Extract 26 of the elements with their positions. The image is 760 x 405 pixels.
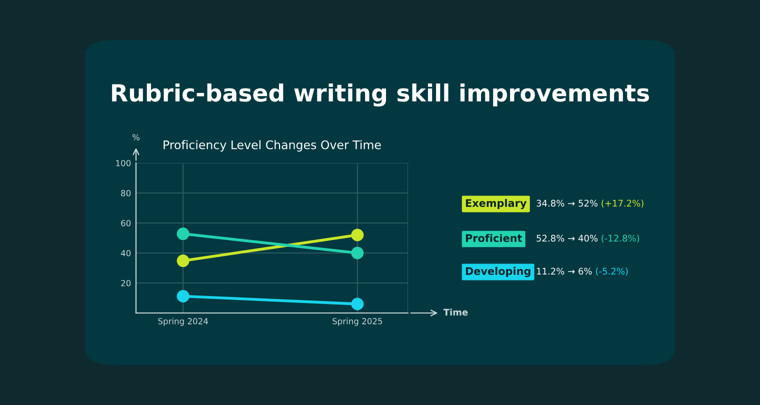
text: Developing (466, 266, 530, 278)
point (176, 228, 190, 240)
text: 34.8% → 52% (536, 200, 598, 207)
chart-title: Rubric-based writing skill improvements (112, 83, 649, 107)
point (176, 290, 190, 302)
x-axis-title: Time (443, 308, 468, 316)
y-tick-label: 60 (121, 220, 131, 226)
x-tick-label: Spring 2024 (158, 318, 208, 326)
y-tick-label: 100 (116, 160, 131, 166)
point (351, 246, 364, 260)
y-tick-label: 80 (121, 190, 131, 196)
text: Exemplary (466, 198, 527, 210)
y-tick-label: 40 (120, 250, 131, 256)
text: 52.8% → 40% (536, 234, 598, 242)
chart-subtitle: Proficiency Level Changes Over Time (164, 140, 381, 152)
x-tick-label: Spring 2025 (332, 318, 382, 326)
point (176, 254, 190, 268)
text: 11.2% → 6% (536, 268, 592, 275)
point (351, 298, 364, 310)
text: Proficient (466, 234, 522, 242)
y-tick-label: 20 (121, 280, 131, 286)
text: (-5.2%) (596, 268, 628, 276)
text: (-12.8%) (602, 234, 640, 243)
point (351, 228, 364, 242)
text: (+17.2%) (602, 200, 644, 208)
y-axis-title: % (132, 134, 140, 140)
